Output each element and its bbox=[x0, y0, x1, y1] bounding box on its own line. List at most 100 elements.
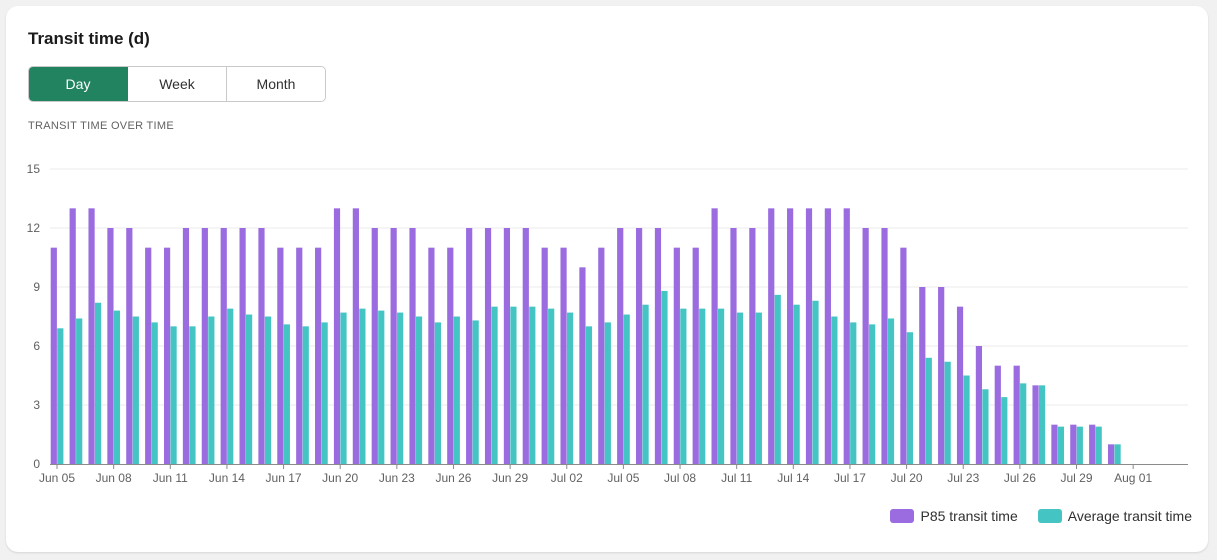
bar-average bbox=[227, 308, 234, 464]
legend-label-p85: P85 transit time bbox=[920, 508, 1018, 524]
x-tick-label: Jun 08 bbox=[96, 471, 132, 485]
tab-day[interactable]: Day bbox=[29, 67, 128, 101]
bar-p85 bbox=[730, 228, 737, 464]
bar-average bbox=[680, 308, 687, 464]
bar-p85 bbox=[522, 228, 529, 464]
chart-legend: P85 transit time Average transit time bbox=[890, 508, 1192, 524]
legend-swatch-average bbox=[1037, 509, 1062, 523]
tab-month[interactable]: Month bbox=[227, 67, 325, 101]
x-tick-label: Jun 20 bbox=[322, 471, 358, 485]
chart-subtitle: TRANSIT TIME OVER TIME bbox=[28, 120, 174, 132]
bar-average bbox=[1095, 426, 1102, 464]
bar-p85 bbox=[182, 228, 190, 464]
bar-p85 bbox=[277, 247, 284, 464]
bar-p85 bbox=[352, 208, 359, 464]
bar-average bbox=[1057, 426, 1065, 464]
bar-p85 bbox=[938, 287, 945, 464]
bar-average bbox=[246, 314, 253, 464]
bar-p85 bbox=[258, 228, 265, 464]
bar-p85 bbox=[239, 228, 246, 464]
bar-average bbox=[434, 322, 441, 464]
bar-average bbox=[378, 310, 385, 464]
x-tick-label: Jul 26 bbox=[1004, 471, 1036, 485]
bar-average bbox=[76, 318, 83, 464]
bar-p85 bbox=[749, 228, 756, 464]
bar-average bbox=[1114, 444, 1121, 464]
x-tick-label: Jun 23 bbox=[379, 471, 415, 485]
bar-p85 bbox=[126, 228, 133, 464]
y-tick-label: 3 bbox=[33, 398, 40, 412]
bar-average bbox=[132, 316, 139, 464]
bar-average bbox=[283, 324, 290, 464]
x-tick-label: Jul 08 bbox=[664, 471, 696, 485]
bar-p85 bbox=[824, 208, 831, 464]
x-tick-label: Jul 11 bbox=[721, 471, 752, 485]
bar-average bbox=[982, 389, 989, 464]
bar-p85 bbox=[1013, 365, 1020, 464]
bar-p85 bbox=[145, 247, 152, 464]
bar-p85 bbox=[333, 208, 341, 464]
bar-average bbox=[793, 304, 800, 464]
bar-p85 bbox=[220, 228, 227, 464]
bar-average bbox=[755, 312, 762, 464]
legend-label-average: Average transit time bbox=[1067, 508, 1192, 524]
bar-average bbox=[170, 326, 177, 464]
bar-p85 bbox=[692, 247, 699, 464]
bar-p85 bbox=[994, 365, 1001, 464]
bar-p85 bbox=[1089, 424, 1096, 464]
bar-average bbox=[453, 316, 460, 464]
bar-p85 bbox=[900, 247, 907, 464]
bar-average bbox=[113, 310, 121, 464]
bar-average bbox=[887, 318, 895, 464]
bar-average bbox=[944, 361, 951, 464]
bar-average bbox=[699, 308, 706, 464]
bar-average bbox=[925, 357, 932, 464]
bar-p85 bbox=[371, 228, 378, 464]
x-tick-label: Jun 17 bbox=[266, 471, 302, 485]
bar-p85 bbox=[409, 228, 416, 464]
bar-average bbox=[189, 326, 196, 464]
y-tick-label: 15 bbox=[27, 162, 41, 176]
bar-average bbox=[510, 306, 517, 464]
bar-p85 bbox=[503, 228, 511, 464]
bar-p85 bbox=[919, 287, 926, 464]
bar-average bbox=[1001, 397, 1008, 464]
legend-item-p85[interactable]: P85 transit time bbox=[890, 508, 1018, 524]
x-tick-label: Aug 01 bbox=[1114, 471, 1152, 485]
x-tick-label: Jul 17 bbox=[834, 471, 866, 485]
legend-swatch-p85 bbox=[890, 509, 915, 523]
bar-p85 bbox=[862, 228, 869, 464]
bar-p85 bbox=[88, 208, 95, 464]
bar-average bbox=[869, 324, 876, 464]
y-tick-label: 0 bbox=[33, 457, 40, 471]
bar-average bbox=[548, 308, 555, 464]
bar-average bbox=[397, 312, 404, 464]
legend-item-average[interactable]: Average transit time bbox=[1037, 508, 1192, 524]
bar-average bbox=[415, 316, 423, 464]
bar-average bbox=[151, 322, 158, 464]
bar-average bbox=[1020, 383, 1027, 464]
bar-average bbox=[831, 316, 838, 464]
bar-average bbox=[321, 322, 328, 464]
transit-time-chart: 0 3 6 9 12 15 Jun 05 Jun 08 Jun 11 Jun 14 Jun 17 Ju… bbox=[27, 162, 1188, 485]
bar-average bbox=[661, 290, 668, 464]
bar-average bbox=[850, 322, 857, 464]
bar-average bbox=[623, 314, 630, 464]
x-tick-label: Jul 23 bbox=[947, 471, 979, 485]
bar-p85 bbox=[447, 247, 454, 464]
bar-average bbox=[585, 326, 593, 464]
x-tick-label: Jun 14 bbox=[209, 471, 245, 485]
bar-average bbox=[1038, 385, 1046, 464]
bar-p85 bbox=[635, 228, 643, 464]
tab-week[interactable]: Week bbox=[128, 67, 227, 101]
granularity-toggle: Day Week Month bbox=[28, 66, 326, 102]
bar-p85 bbox=[390, 228, 397, 464]
bar-p85 bbox=[296, 247, 303, 464]
bar-average bbox=[264, 316, 272, 464]
bar-average bbox=[302, 326, 309, 464]
y-tick-label: 9 bbox=[33, 280, 40, 294]
bar-p85 bbox=[201, 228, 208, 464]
bar-p85 bbox=[163, 247, 171, 464]
bar-p85 bbox=[975, 346, 983, 464]
x-tick-label: Jul 20 bbox=[891, 471, 923, 485]
